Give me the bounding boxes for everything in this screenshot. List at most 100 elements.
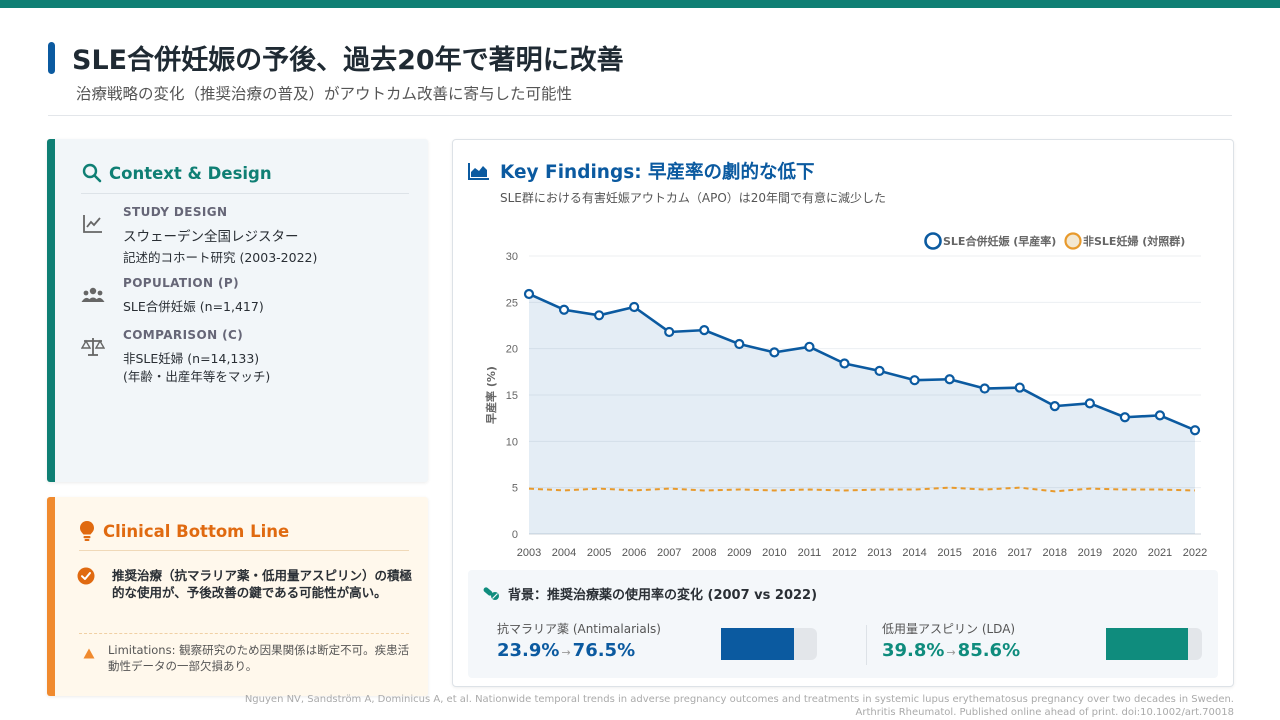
comparison-label: COMPARISON (C) [123, 328, 244, 342]
x-tick-label: 2017 [1007, 547, 1031, 559]
y-tick-label: 25 [506, 297, 518, 309]
data-point-sle [944, 374, 955, 385]
users-icon [81, 287, 105, 302]
data-point-sle [629, 301, 640, 313]
bottom-line-main: 推奨治療（抗マラリア薬・低用量アスピリン）の積極的な使用が、予後改善の鍵である可… [112, 568, 413, 600]
top-accent-bar [0, 0, 1280, 8]
study-design-line1: スウェーデン全国レジスター [123, 229, 299, 245]
y-tick-label: 30 [506, 251, 518, 263]
arrow-icon: → [561, 646, 571, 659]
usage-bar-track [721, 628, 817, 660]
x-tick-label: 2019 [1078, 547, 1102, 559]
x-tick-label: 2013 [867, 547, 891, 559]
data-point-sle [1049, 401, 1060, 412]
x-tick-label: 2005 [587, 547, 611, 559]
context-header: Context & Design [81, 162, 272, 184]
value-2022: 85.6% [957, 640, 1021, 661]
arrow-icon: → [946, 646, 956, 659]
y-tick-label: 0 [512, 529, 518, 541]
legend-marker-control [1064, 232, 1082, 250]
comparison-line2: (年齢・出産年等をマッチ) [123, 369, 271, 384]
x-tick-label: 2020 [1113, 547, 1137, 559]
data-point-sle [839, 358, 850, 369]
study-design-line2: 記述的コホート研究 (2003-2022) [123, 250, 318, 265]
value-2022: 76.5% [572, 640, 636, 661]
line-chart-icon [83, 215, 102, 233]
key-findings-header: Key Findings: 早産率の劇的な低下 [468, 158, 815, 184]
y-tick-label: 5 [512, 483, 518, 495]
data-point-sle [979, 383, 990, 394]
value-2007: 39.8% [882, 640, 945, 661]
population-line1: SLE合併妊娠 (n=1,417) [123, 299, 264, 314]
y-tick-label: 20 [506, 344, 518, 356]
x-tick-label: 2008 [692, 547, 716, 559]
treatment-background-title: 背景：推奨治療薬の使用率の変化 (2007 vs 2022) [508, 588, 818, 603]
x-tick-label: 2014 [902, 547, 926, 559]
drug-name: 低用量アスピリン (LDA) [882, 622, 1016, 636]
usage-bar-track [1106, 628, 1202, 660]
data-point-sle [769, 347, 780, 358]
check-circle-icon [77, 567, 95, 585]
treatment-background-panel: 背景：推奨治療薬の使用率の変化 (2007 vs 2022) 抗マラリア薬 (A… [468, 570, 1218, 678]
y-axis-label: 早産率 (%) [484, 366, 498, 424]
citation: Nguyen NV, Sandström A, Dominicus A, et … [245, 693, 1234, 719]
comparison-line1: 非SLE妊婦 (n=14,133) [123, 351, 260, 366]
page-subtitle: 治療戦略の変化（推奨治療の普及）がアウトカム改善に寄与した可能性 [76, 85, 573, 103]
data-point-sle [1154, 410, 1166, 421]
preterm-line-chart: 0 5 10 15 20 25 30 2003 2004 2005 2006 2007 2008 2009… [484, 232, 1207, 559]
x-tick-label: 2011 [798, 547, 822, 559]
lightbulb-icon [80, 521, 94, 541]
drug-values: 39.8% → 85.6% [882, 640, 1020, 661]
header-divider [48, 115, 1232, 116]
x-tick-label: 2010 [762, 547, 786, 559]
usage-bar-fill [1106, 628, 1189, 660]
drug-values: 23.9% → 76.5% [497, 640, 635, 661]
page-title: SLE合併妊娠の予後、過去20年で著明に改善 [72, 45, 624, 76]
data-point-sle [909, 375, 920, 386]
x-tick-label: 2022 [1183, 547, 1207, 559]
drug-divider [866, 625, 867, 665]
x-tick-label: 2007 [657, 547, 681, 559]
bottom-line-header: Clinical Bottom Line [79, 520, 289, 542]
treatment-background-header: 背景：推奨治療薬の使用率の変化 (2007 vs 2022) [482, 584, 817, 603]
context-design-card: Context & Design STUDY DESIGN スウェーデン全国レジ… [47, 139, 428, 482]
x-tick-label: 2016 [972, 547, 996, 559]
x-tick-label: 2004 [552, 547, 576, 559]
x-tick-label: 2003 [517, 547, 541, 559]
population-label: POPULATION (P) [123, 276, 239, 290]
x-tick-label: 2006 [622, 547, 646, 559]
bottom-line-divider [79, 550, 409, 551]
bottom-line-card: Clinical Bottom Line 推奨治療（抗マラリア薬・低用量アスピリ… [47, 497, 428, 696]
drug-low-dose-aspirin: 低用量アスピリン (LDA) 39.8% → 85.6% [866, 620, 1202, 670]
usage-bar-fill [721, 628, 795, 660]
limitations-divider [79, 633, 409, 634]
legend-label-sle: SLE合併妊娠 (早産率) [943, 234, 1056, 248]
balance-scale-icon [81, 338, 105, 356]
context-divider [81, 193, 409, 194]
warning-icon [83, 648, 95, 659]
context-title: Context & Design [109, 163, 272, 183]
data-point-sle [1084, 398, 1095, 409]
series-line-control [528, 486, 1196, 493]
drug-antimalarials: 抗マラリア薬 (Antimalarials) 23.9% → 76.5% [497, 620, 827, 670]
data-point-sle [1014, 382, 1025, 393]
series-line-sle [528, 292, 1196, 432]
y-tick-label: 15 [506, 390, 518, 402]
x-tick-label: 2018 [1043, 547, 1067, 559]
x-tick-label: 2021 [1148, 547, 1172, 559]
data-point-sle [804, 341, 815, 352]
drug-name: 抗マラリア薬 (Antimalarials) [497, 622, 661, 636]
limitations-text: Limitations: 観察研究のため因果関係は断定不可。疾患活動性データの一… [108, 643, 410, 673]
y-tick-label: 10 [506, 436, 518, 448]
study-design-label: STUDY DESIGN [123, 205, 228, 219]
x-tick-label: 2015 [937, 547, 961, 559]
citation-line2: Arthritis Rheumatol. Published online ah… [855, 707, 1234, 718]
data-point-sle [699, 325, 710, 336]
key-findings-title: Key Findings: 早産率の劇的な低下 [500, 162, 815, 183]
data-point-sle [874, 365, 885, 377]
title-accent [48, 42, 55, 74]
data-point-sle [594, 310, 605, 321]
search-icon [82, 163, 102, 183]
area-chart-icon [468, 163, 489, 180]
key-findings-subtitle: SLE群における有害妊娠アウトカム（APO）は20年間で有意に減少した [500, 191, 887, 205]
